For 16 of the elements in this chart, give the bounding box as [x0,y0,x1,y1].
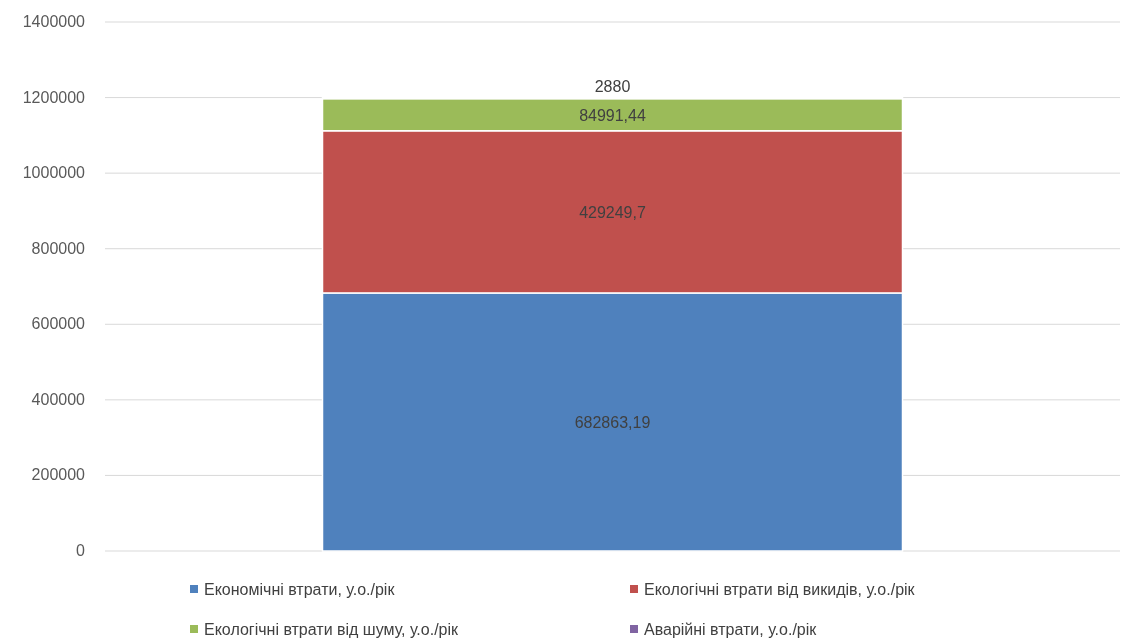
legend-label: Екологічні втрати від шуму, у.о./рік [204,621,460,638]
y-tick-label: 200000 [31,466,86,484]
y-tick-label: 0 [76,542,86,559]
data-label: 682863,19 [574,413,651,431]
legend-label: Аварійні втрати, у.о./рік [644,621,818,638]
data-label: 2880 [594,77,631,95]
y-tick-label: 600000 [31,315,86,333]
y-tick-label: 1400000 [22,13,86,30]
y-tick-label: 800000 [31,239,86,257]
data-label: 429249,7 [579,203,646,221]
legend-label: Економічні втрати, у.о./рік [204,581,396,598]
y-tick-label: 400000 [31,390,86,408]
legend-label: Екологічні втрати від викидів, у.о./рік [644,581,916,598]
y-tick-label: 1200000 [22,88,86,106]
y-tick-label: 1000000 [22,164,86,182]
data-label: 84991,44 [579,106,646,124]
